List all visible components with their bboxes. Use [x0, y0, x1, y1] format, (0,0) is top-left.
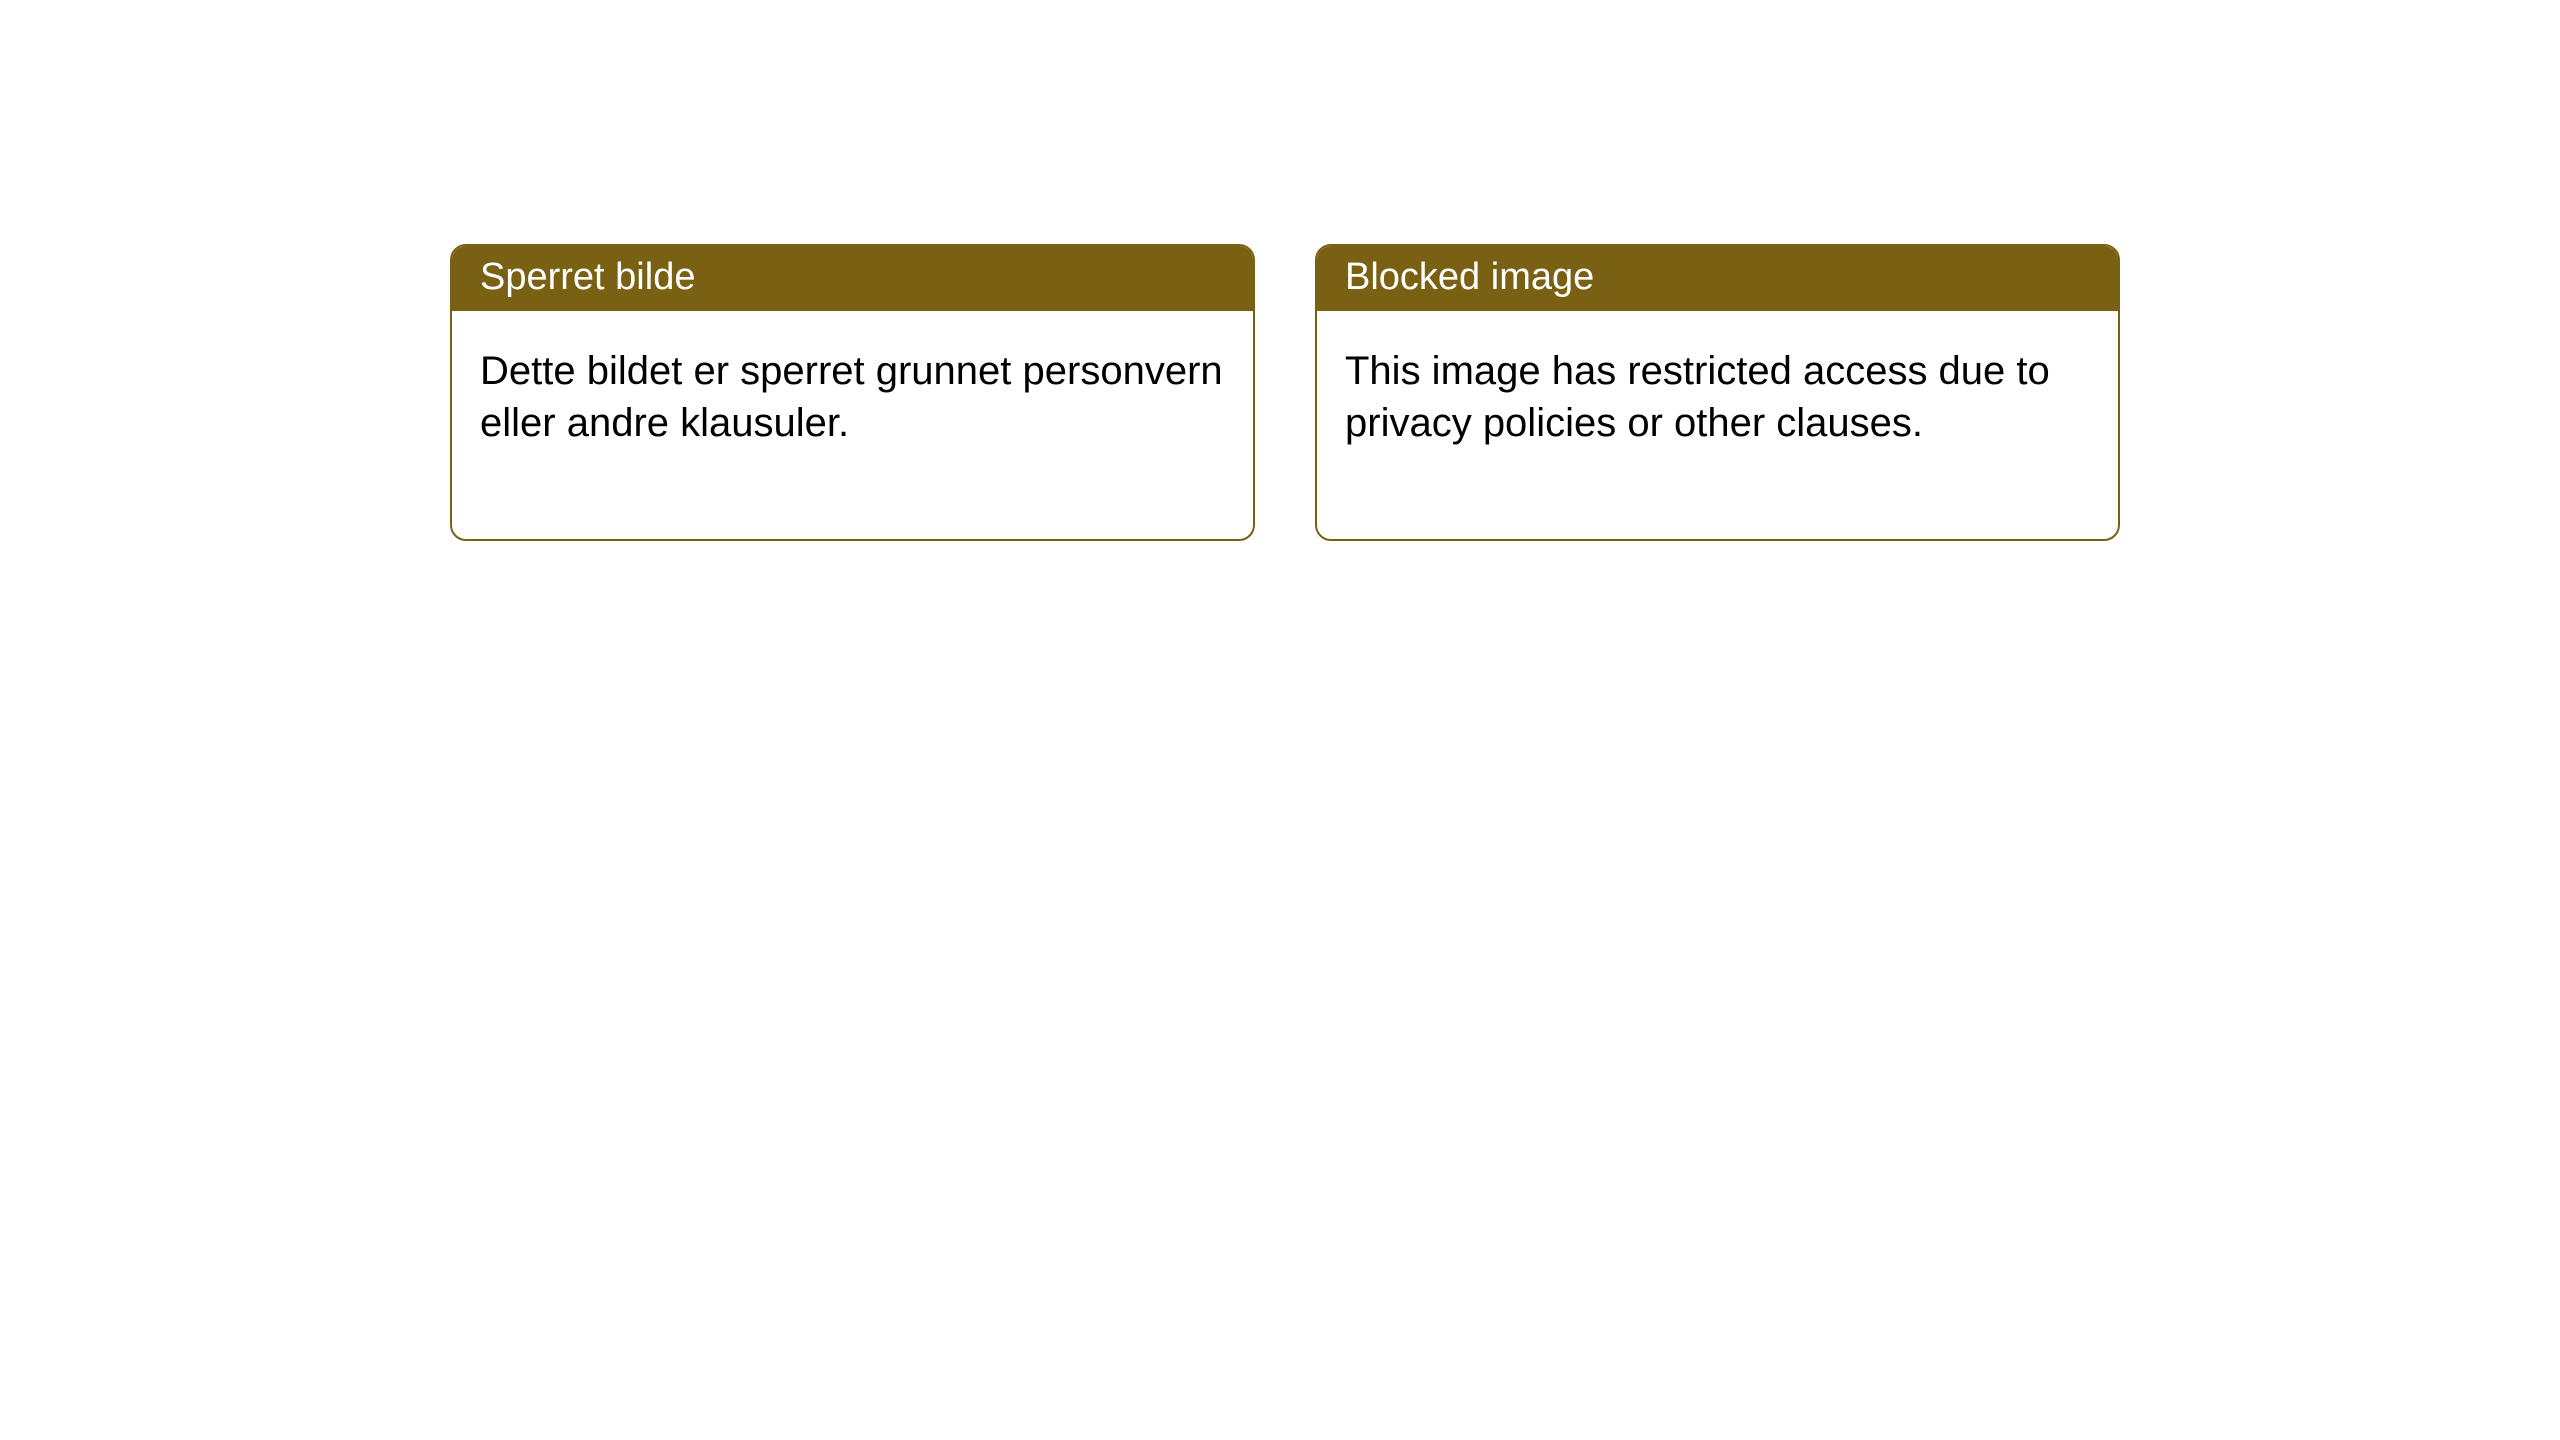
notice-body: This image has restricted access due to …: [1317, 311, 2118, 539]
notice-container: Sperret bilde Dette bildet er sperret gr…: [0, 0, 2560, 541]
notice-card-en: Blocked image This image has restricted …: [1315, 244, 2120, 541]
notice-header: Blocked image: [1317, 246, 2118, 311]
notice-card-no: Sperret bilde Dette bildet er sperret gr…: [450, 244, 1255, 541]
notice-body: Dette bildet er sperret grunnet personve…: [452, 311, 1253, 539]
notice-header: Sperret bilde: [452, 246, 1253, 311]
